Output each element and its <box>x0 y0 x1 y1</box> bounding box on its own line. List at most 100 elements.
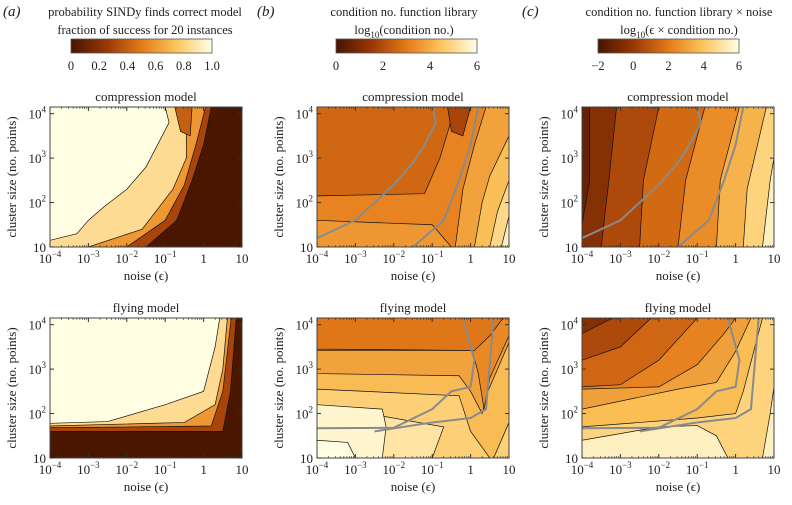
y-axis-label: cluster size (no. points) <box>536 116 551 237</box>
x-tick-label: 10−1 <box>421 249 444 266</box>
x-tick-exp: −1 <box>167 460 177 470</box>
colorbar-segment <box>75 39 79 53</box>
y-tick-label: 102 <box>29 405 47 422</box>
colorbar-tick-label: 0.4 <box>120 59 136 73</box>
x-tick-base: 10 <box>648 251 661 266</box>
colorbar-segment <box>432 39 436 53</box>
x-tick-exp: −4 <box>319 460 329 470</box>
colorbar-segment <box>113 39 117 53</box>
colorbar-segment <box>656 39 660 53</box>
colorbar-segment <box>661 39 665 53</box>
y-tick-exp: 4 <box>309 316 314 326</box>
column-title: probability SINDy finds correct model <box>48 5 242 19</box>
x-tick-exp: −2 <box>129 460 139 470</box>
y-tick-exp: 2 <box>309 194 314 204</box>
plot-area <box>50 107 242 247</box>
column-title: condition no. function library × noise <box>586 5 773 19</box>
x-tick-base: 10 <box>383 251 396 266</box>
x-tick-base: 10 <box>77 251 90 266</box>
colorbar-segment <box>129 39 133 53</box>
colorbar-segment <box>441 39 445 53</box>
contour-region <box>174 107 193 137</box>
colorbar-segment <box>150 39 154 53</box>
x-tick-label: 10 <box>503 462 516 477</box>
colorbar-segment <box>103 39 107 53</box>
success-contour-line <box>374 318 495 433</box>
colorbar-segment <box>399 39 403 53</box>
colorbar-segment <box>352 39 356 53</box>
colorbar-segment <box>148 39 152 53</box>
y-tick-exp: 3 <box>574 360 579 370</box>
y-tick-base: 10 <box>561 196 574 211</box>
x-tick-exp: −4 <box>52 249 62 259</box>
colorbar-tick-label: 0.2 <box>91 59 107 73</box>
colorbar-segment <box>434 39 438 53</box>
y-tick-exp: 3 <box>574 149 579 159</box>
colorbar-segment <box>411 39 415 53</box>
colorbar-segment <box>183 39 187 53</box>
colorbar-segment <box>338 39 342 53</box>
colorbar-segment <box>204 39 208 53</box>
colorbar <box>597 38 740 54</box>
colorbar-segment <box>125 39 128 53</box>
x-tick-base: 1 <box>732 251 739 266</box>
y-tick-label: 10 <box>300 240 313 255</box>
y-tick-label: 10 <box>300 451 313 466</box>
colorbar-segment <box>160 39 164 53</box>
colorbar-segment <box>701 39 705 53</box>
colorbar-segment <box>647 39 651 53</box>
x-tick-label: 10−1 <box>154 460 177 477</box>
colorbar-segment <box>408 39 412 53</box>
x-tick-base: 10 <box>421 462 434 477</box>
colorbar-segment <box>708 39 712 53</box>
colorbar-segment <box>612 39 615 53</box>
colorbar-segment <box>684 39 688 53</box>
contour-region <box>582 107 591 225</box>
x-tick-base: 10 <box>383 462 396 477</box>
colorbar-segment <box>722 39 726 53</box>
colorbar-segment <box>731 39 735 53</box>
contour-region <box>489 180 509 247</box>
colorbar-segment <box>132 39 135 53</box>
y-tick-label: 104 <box>29 105 47 122</box>
colorbar-segment <box>167 39 171 53</box>
y-tick-exp: 4 <box>309 105 314 115</box>
colorbar-segment <box>120 39 124 53</box>
colorbar-segment <box>378 39 382 53</box>
colorbar-segment <box>127 39 131 53</box>
x-tick-exp: −2 <box>661 249 671 259</box>
colorbar-segment <box>706 39 709 53</box>
y-tick-exp: 3 <box>42 360 47 370</box>
colorbar-segment <box>605 39 608 53</box>
y-tick-label: 104 <box>561 316 579 333</box>
y-tick-label: 103 <box>296 149 314 166</box>
x-axis-label: noise (ϵ) <box>124 479 169 494</box>
contour-panel: 10−4 10−3 10−2 10−1 1 1010102103104compressio… <box>536 89 781 283</box>
colorbar-segment <box>202 39 206 53</box>
y-tick-base: 10 <box>29 107 42 122</box>
colorbar-segment <box>645 39 648 53</box>
colorbar-segment <box>106 39 110 53</box>
colorbar-segment <box>397 39 400 53</box>
colorbar-segment <box>345 39 349 53</box>
colorbar-segment <box>699 39 702 53</box>
colorbar-segment <box>162 39 166 53</box>
plot-area <box>582 318 774 458</box>
y-axis-label: cluster size (no. points) <box>536 327 551 448</box>
colorbar-segment <box>696 39 700 53</box>
colorbar-segment <box>383 39 386 53</box>
y-tick-exp: 2 <box>309 405 314 415</box>
colorbar-segment <box>614 39 618 53</box>
x-tick-label: 10−4 <box>39 460 62 477</box>
colorbar-segment <box>729 39 733 53</box>
colorbar-segment <box>99 39 103 53</box>
colorbar-segment <box>663 39 667 53</box>
colorbar-segment <box>715 39 719 53</box>
x-tick-exp: −3 <box>357 249 367 259</box>
colorbar-segment <box>619 39 622 53</box>
colorbar-segment <box>157 39 161 53</box>
colorbar-segment <box>361 39 365 53</box>
colorbar-segment <box>143 39 147 53</box>
colorbar-segment <box>720 39 724 53</box>
colorbar-segment <box>165 39 168 53</box>
